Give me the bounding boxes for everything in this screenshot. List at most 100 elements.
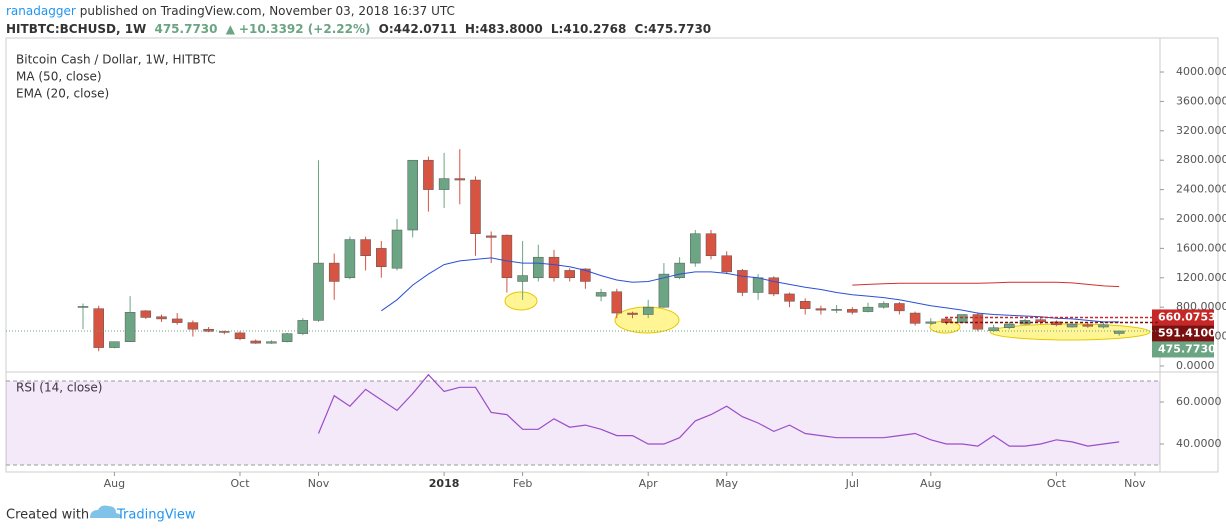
logo: [90, 505, 122, 518]
x-tick-label: Oct: [230, 477, 250, 490]
rsi-line: [317, 373, 1120, 447]
candle-body: [438, 178, 450, 190]
frame: [5, 37, 1219, 473]
footer-created: Created with: [6, 508, 89, 523]
candle-body: [690, 233, 701, 264]
candle-body: [533, 256, 544, 279]
x-tick-label: Aug: [104, 477, 125, 490]
candle-body: [77, 306, 89, 308]
candle-body: [454, 178, 466, 181]
footer-brand[interactable]: TradingView: [116, 508, 196, 523]
last: 475.7730: [154, 22, 218, 36]
candle-body: [988, 327, 999, 331]
candle-body: [250, 340, 261, 344]
x-tick-label: Aug: [920, 477, 941, 490]
candle-body: [752, 277, 764, 293]
price-tag-label: 660.0753: [1158, 310, 1216, 323]
symbol-line: HITBTC:BCHUSD, 1W 475.7730 ▲ +10.3392 (+2…: [6, 22, 715, 36]
candle-body: [407, 159, 418, 231]
candle-body: [376, 248, 387, 268]
candle-body: [831, 309, 842, 311]
candle-body: [658, 273, 670, 308]
candle-body: [799, 301, 811, 309]
candle-body: [109, 341, 120, 348]
candle-body: [485, 235, 497, 238]
ohlc-low: L:410.2768: [550, 22, 627, 36]
candle-body: [1082, 324, 1094, 327]
y-tick-label: 3200.0000: [1176, 124, 1226, 137]
ohlc-open: O:442.0711: [378, 22, 457, 36]
candle-body: [187, 322, 199, 330]
legend-entry: EMA (20, close): [16, 87, 109, 101]
candle-body: [862, 306, 874, 312]
price-tag-label: 591.4100: [1158, 326, 1216, 339]
candle-body: [956, 314, 968, 323]
rsi-title: RSI (14, close): [16, 381, 102, 395]
published: published on TradingView.com, November 0…: [79, 4, 455, 18]
candle-body: [894, 303, 905, 312]
x-tick-label: Oct: [1047, 477, 1067, 490]
candle-body: [1004, 323, 1015, 328]
y-tick-label: 2800.0000: [1176, 153, 1226, 166]
candle-body: [423, 159, 434, 190]
candle-body: [768, 277, 780, 295]
candle-body: [203, 328, 214, 332]
legend-entry: MA (50, close): [16, 70, 102, 84]
candle-body: [1035, 319, 1046, 323]
change: +10.3392 (+2.22%): [238, 22, 371, 36]
y-tick-label: 4000.0000: [1176, 65, 1226, 78]
candle-body: [234, 332, 246, 340]
candle-body: [1098, 324, 1109, 328]
candle-body: [517, 275, 528, 282]
y-tick-label: 0.0000: [1176, 359, 1215, 372]
overlay-line: [381, 257, 1120, 323]
candle-body: [313, 262, 324, 321]
y-tick-label: 1200.0000: [1176, 271, 1226, 284]
candle-body: [328, 262, 340, 282]
ohlc-high: H:483.8000: [464, 22, 543, 36]
y-tick-label: 2400.0000: [1176, 183, 1226, 196]
candle-body: [266, 341, 277, 344]
candle-body: [737, 270, 748, 293]
candle-body: [93, 308, 104, 348]
symbol: HITBTC:BCHUSD, 1W: [6, 22, 147, 36]
candle-body: [878, 303, 889, 308]
x-tick-label: Feb: [513, 477, 532, 490]
candle-body: [721, 255, 732, 273]
rsi-band: [6, 381, 1160, 465]
ohlc-close: C:475.7730: [634, 22, 712, 36]
overlay-line: [852, 281, 1120, 288]
candle-body: [281, 333, 293, 342]
y-tick-label: 1600.0000: [1176, 241, 1226, 254]
x-tick-label: Apr: [639, 477, 659, 490]
candle-body: [909, 312, 921, 324]
candle-body: [140, 310, 152, 318]
candle-body: [548, 256, 560, 279]
candle-body: [1066, 323, 1078, 328]
y-tick-label: 60.0000: [1176, 395, 1222, 408]
x-tick-label: May: [715, 477, 738, 490]
candle-body: [705, 233, 717, 256]
author[interactable]: ranadagger: [6, 4, 76, 18]
price-tag: [1152, 341, 1214, 358]
x-tick-label: 2018: [429, 477, 460, 490]
candle-body: [564, 270, 575, 279]
x-tick-label: Jul: [845, 477, 859, 490]
candle-body: [642, 306, 654, 315]
x-tick-label: Nov: [308, 477, 330, 490]
candle-body: [297, 320, 309, 334]
highlight: [504, 291, 538, 311]
candle-body: [501, 234, 513, 279]
candle-body: [925, 321, 937, 324]
candle-body: [124, 312, 136, 342]
candle-body: [674, 262, 685, 279]
candle-body: [360, 239, 371, 256]
candle-body: [344, 239, 356, 279]
candle-body: [595, 292, 607, 297]
candle-body: [156, 316, 167, 320]
candle-body: [847, 309, 858, 313]
candle-body: [219, 331, 230, 333]
y-tick-label: 3600.0000: [1176, 94, 1226, 107]
